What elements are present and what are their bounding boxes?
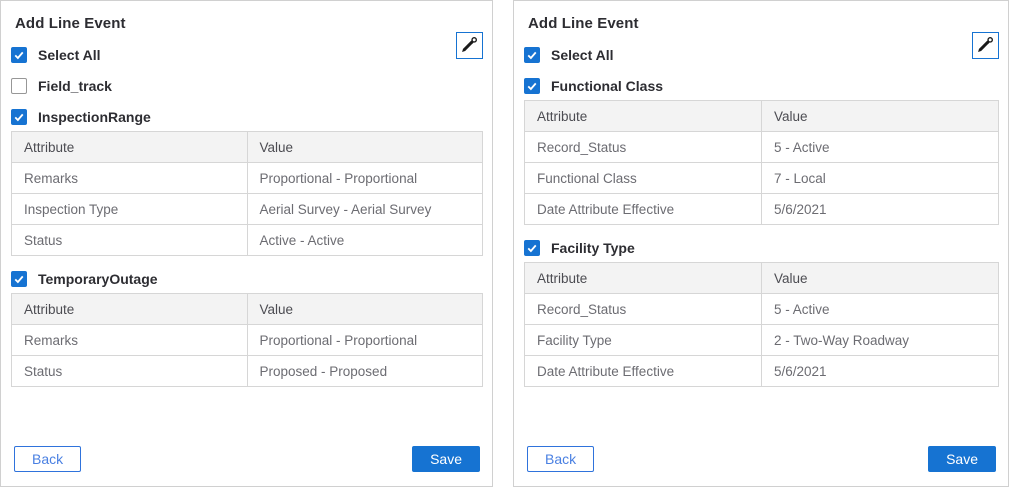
layer-section-facility-type: Facility Type Attribute Value Record_Sta… (524, 225, 999, 387)
eyedropper-button[interactable] (456, 32, 483, 59)
value-column-header: Value (761, 100, 999, 132)
value-cell: Active - Active (246, 224, 483, 256)
table-header-row: Attribute Value (11, 293, 483, 325)
layer-section-temporaryoutage: TemporaryOutage Attribute Value Remarks … (11, 256, 483, 387)
panel-footer: Back Save (11, 446, 483, 474)
temporaryoutage-label: TemporaryOutage (38, 271, 158, 287)
value-column-header: Value (246, 293, 483, 325)
attribute-column-header: Attribute (524, 100, 762, 132)
attribute-cell: Facility Type (524, 324, 762, 356)
back-button[interactable]: Back (14, 446, 82, 472)
layer-section-functional-class: Functional Class Attribute Value Record_… (524, 63, 999, 225)
facility-type-attribute-table: Attribute Value Record_Status 5 - Active… (524, 262, 999, 387)
eyedropper-icon (977, 36, 994, 56)
temporaryoutage-attribute-table: Attribute Value Remarks Proportional - P… (11, 293, 483, 387)
select-all-label: Select All (38, 47, 101, 63)
field-track-label: Field_track (38, 78, 112, 94)
add-line-event-panel-right: Add Line Event Select All (513, 0, 1009, 487)
table-row: Facility Type 2 - Two-Way Roadway (524, 324, 999, 356)
table-row: Inspection Type Aerial Survey - Aerial S… (11, 193, 483, 225)
attribute-cell: Remarks (11, 162, 248, 194)
save-button[interactable]: Save (928, 446, 996, 472)
table-header-row: Attribute Value (524, 262, 999, 294)
table-row: Status Proposed - Proposed (11, 355, 483, 387)
attribute-cell: Remarks (11, 324, 248, 356)
eyedropper-icon (461, 36, 478, 56)
attribute-cell: Status (11, 355, 248, 387)
value-cell: 7 - Local (761, 162, 999, 194)
save-button[interactable]: Save (412, 446, 480, 472)
checkmark-icon (14, 275, 24, 284)
value-cell: 5 - Active (761, 131, 999, 163)
attribute-cell: Date Attribute Effective (524, 355, 762, 387)
table-row: Status Active - Active (11, 224, 483, 256)
functional-class-checkbox-row[interactable]: Functional Class (524, 78, 999, 94)
value-column-header: Value (246, 131, 483, 163)
checkmark-icon (527, 82, 537, 91)
functional-class-attribute-table: Attribute Value Record_Status 5 - Active… (524, 100, 999, 225)
value-cell: Proposed - Proposed (246, 355, 483, 387)
layer-section-inspectionrange: InspectionRange Attribute Value Remarks … (11, 94, 483, 256)
value-cell: 2 - Two-Way Roadway (761, 324, 999, 356)
table-row: Date Attribute Effective 5/6/2021 (524, 193, 999, 225)
table-row: Functional Class 7 - Local (524, 162, 999, 194)
inspectionrange-label: InspectionRange (38, 109, 151, 125)
field-track-checkbox-row[interactable]: Field_track (11, 78, 483, 94)
attribute-cell: Date Attribute Effective (524, 193, 762, 225)
value-cell: Proportional - Proportional (246, 162, 483, 194)
attribute-cell: Inspection Type (11, 193, 248, 225)
checkmark-icon (527, 51, 537, 60)
attribute-cell: Record_Status (524, 293, 762, 325)
value-cell: 5/6/2021 (761, 355, 999, 387)
select-all-checkbox[interactable] (524, 47, 540, 63)
inspectionrange-checkbox[interactable] (11, 109, 27, 125)
functional-class-checkbox[interactable] (524, 78, 540, 94)
attribute-column-header: Attribute (11, 131, 248, 163)
page-title: Add Line Event (15, 15, 126, 32)
facility-type-checkbox-row[interactable]: Facility Type (524, 240, 999, 256)
panel-footer: Back Save (524, 446, 999, 474)
attribute-cell: Record_Status (524, 131, 762, 163)
select-all-checkbox-row[interactable]: Select All (524, 47, 999, 63)
attribute-cell: Status (11, 224, 248, 256)
add-line-event-panel-left: Add Line Event Select All Field_tr (0, 0, 493, 487)
inspectionrange-attribute-table: Attribute Value Remarks Proportional - P… (11, 131, 483, 256)
attribute-column-header: Attribute (524, 262, 762, 294)
value-column-header: Value (761, 262, 999, 294)
value-cell: Aerial Survey - Aerial Survey (246, 193, 483, 225)
select-all-label: Select All (551, 47, 614, 63)
temporaryoutage-checkbox[interactable] (11, 271, 27, 287)
select-all-checkbox-row[interactable]: Select All (11, 47, 483, 63)
checkmark-icon (14, 51, 24, 60)
table-row: Remarks Proportional - Proportional (11, 324, 483, 356)
facility-type-label: Facility Type (551, 240, 635, 256)
attribute-column-header: Attribute (11, 293, 248, 325)
table-row: Record_Status 5 - Active (524, 293, 999, 325)
table-header-row: Attribute Value (524, 100, 999, 132)
field-track-checkbox[interactable] (11, 78, 27, 94)
value-cell: 5 - Active (761, 293, 999, 325)
layer-section-field-track: Field_track (11, 63, 483, 94)
attribute-cell: Functional Class (524, 162, 762, 194)
facility-type-checkbox[interactable] (524, 240, 540, 256)
value-cell: 5/6/2021 (761, 193, 999, 225)
eyedropper-button[interactable] (972, 32, 999, 59)
select-all-checkbox[interactable] (11, 47, 27, 63)
checkmark-icon (527, 244, 537, 253)
functional-class-label: Functional Class (551, 78, 664, 94)
checkmark-icon (14, 113, 24, 122)
table-row: Date Attribute Effective 5/6/2021 (524, 355, 999, 387)
inspectionrange-checkbox-row[interactable]: InspectionRange (11, 109, 483, 125)
temporaryoutage-checkbox-row[interactable]: TemporaryOutage (11, 271, 483, 287)
table-header-row: Attribute Value (11, 131, 483, 163)
page-title: Add Line Event (528, 15, 639, 32)
back-button[interactable]: Back (527, 446, 595, 472)
table-row: Remarks Proportional - Proportional (11, 162, 483, 194)
table-row: Record_Status 5 - Active (524, 131, 999, 163)
value-cell: Proportional - Proportional (246, 324, 483, 356)
